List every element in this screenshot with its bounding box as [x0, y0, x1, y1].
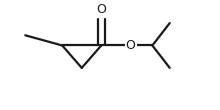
- Text: O: O: [96, 3, 106, 16]
- Text: O: O: [126, 39, 136, 52]
